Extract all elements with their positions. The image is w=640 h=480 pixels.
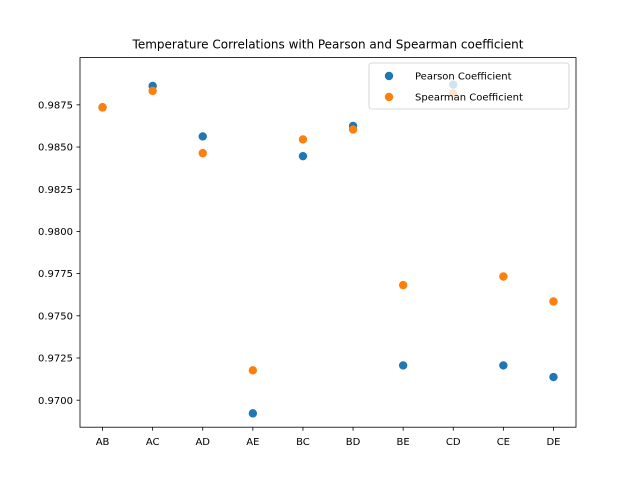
legend-label: Spearman Coefficient xyxy=(415,93,523,104)
data-points xyxy=(98,80,558,418)
x-tick-label: DE xyxy=(546,437,560,448)
chart-title: Temperature Correlations with Pearson an… xyxy=(132,38,524,52)
data-point xyxy=(98,103,107,112)
x-tick-label: CE xyxy=(497,437,510,448)
x-tick-label: BC xyxy=(296,437,310,448)
x-tick-label: AC xyxy=(146,437,160,448)
x-tick-label: CD xyxy=(446,437,461,448)
data-point xyxy=(398,280,408,290)
legend-label: Pearson Coefficient xyxy=(415,72,512,83)
data-point xyxy=(398,361,408,370)
y-axis-ticks: 0.9700 0.9725 0.9750 0.9775 0.9800 0.9825 0.98… xyxy=(38,100,80,407)
x-tick-label: BD xyxy=(346,437,361,448)
data-point xyxy=(198,132,207,141)
y-tick-label: 0.9800 xyxy=(38,227,73,238)
x-axis-ticks: AB AC AD AE BC BD BE CD CE DE xyxy=(96,427,560,448)
y-tick-label: 0.9725 xyxy=(38,354,73,365)
data-point xyxy=(198,148,207,158)
data-point xyxy=(549,372,558,382)
data-point xyxy=(298,151,308,161)
series-pearson xyxy=(98,80,558,418)
legend-box xyxy=(368,62,570,110)
y-tick-label: 0.9875 xyxy=(38,100,73,111)
data-point xyxy=(348,125,358,134)
data-point xyxy=(298,135,308,144)
x-tick-label: BE xyxy=(397,437,410,448)
x-tick-label: AD xyxy=(195,437,210,448)
series-spearman xyxy=(98,86,558,375)
y-tick-label: 0.9775 xyxy=(38,269,73,280)
y-tick-label: 0.9750 xyxy=(38,311,73,322)
legend: Pearson Coefficient Spearman Coefficient xyxy=(368,62,570,110)
plot-frame xyxy=(79,57,577,428)
data-point xyxy=(549,297,558,306)
x-tick-label: AE xyxy=(246,437,259,448)
legend-marker xyxy=(384,71,394,81)
data-point xyxy=(499,361,508,370)
x-tick-label: AB xyxy=(96,437,110,448)
y-tick-label: 0.9850 xyxy=(38,143,73,154)
data-point xyxy=(248,409,258,418)
legend-marker xyxy=(384,92,394,102)
y-tick-label: 0.9700 xyxy=(38,396,73,407)
y-tick-label: 0.9825 xyxy=(38,185,73,196)
data-point xyxy=(499,272,508,281)
data-point xyxy=(248,366,258,375)
data-point xyxy=(148,86,157,96)
